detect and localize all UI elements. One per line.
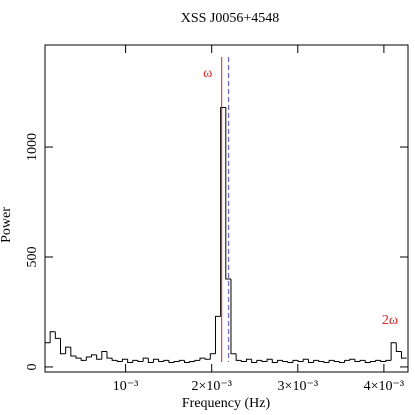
- histogram-step: [292, 359, 299, 363]
- histogram-step: [96, 354, 102, 360]
- histogram-step: [106, 351, 113, 359]
- histogram-step: [266, 358, 273, 362]
- y-axis-label: Power: [0, 207, 14, 243]
- histogram-step: [70, 347, 76, 357]
- histogram-step: [178, 359, 185, 362]
- histogram-step: [359, 359, 366, 362]
- histogram-step: [261, 360, 268, 362]
- histogram-step: [168, 360, 175, 364]
- histogram-step: [163, 359, 169, 362]
- histogram-step: [271, 359, 278, 364]
- histogram-step: [127, 359, 133, 364]
- histogram-step: [116, 360, 123, 362]
- histogram-step: [256, 359, 262, 363]
- histogram-step: [400, 351, 407, 359]
- histogram-step: [194, 359, 200, 362]
- histogram-step: [235, 353, 242, 361]
- histogram-step: [375, 359, 381, 362]
- histogram-step: [313, 359, 319, 363]
- histogram-step: [369, 360, 376, 363]
- x-tick-label: 10⁻³: [113, 379, 139, 394]
- histogram-step: [54, 331, 61, 339]
- histogram-step: [75, 355, 82, 359]
- histogram-step: [85, 356, 92, 361]
- histogram-step: [183, 360, 190, 364]
- histogram-step: [111, 358, 118, 361]
- histogram-step: [328, 359, 335, 363]
- histogram-step: [80, 358, 87, 361]
- histogram-step: [214, 315, 221, 354]
- histogram-step: [344, 359, 350, 363]
- histogram-step: [318, 360, 324, 362]
- histogram-step: [251, 359, 257, 364]
- histogram-step: [220, 106, 226, 317]
- chart-title: XSS J0056+4548: [181, 11, 280, 26]
- histogram-step: [240, 360, 247, 362]
- histogram-step: [349, 358, 355, 361]
- x-tick-label: 3×10⁻³: [278, 379, 318, 394]
- y-tick-label: 0: [25, 363, 40, 370]
- y-tick-label: 1000: [25, 133, 40, 161]
- histogram-step: [189, 360, 195, 363]
- histogram-step: [147, 358, 154, 364]
- histogram-step: [302, 358, 309, 362]
- histogram-step: [297, 360, 304, 362]
- histogram-step: [90, 354, 97, 358]
- histogram-step: [385, 359, 392, 362]
- histogram-step: [204, 358, 211, 360]
- x-tick-label: 2×10⁻³: [191, 379, 231, 394]
- histogram-step: [276, 359, 283, 363]
- histogram-step: [158, 359, 164, 362]
- histogram-step: [380, 360, 386, 362]
- histogram-step: [209, 353, 216, 360]
- histogram-step: [59, 338, 66, 355]
- plot-frame: [44, 44, 409, 373]
- histogram-step: [101, 351, 107, 360]
- histogram-step: [338, 361, 345, 364]
- histogram-step: [173, 360, 180, 363]
- histogram-step: [287, 361, 293, 364]
- marker-label: ω: [203, 66, 212, 81]
- histogram-step: [142, 357, 149, 362]
- histogram-step: [152, 358, 159, 363]
- histogram-step: [230, 278, 237, 355]
- annotation: 2ω: [382, 313, 398, 328]
- histogram-step: [390, 342, 397, 361]
- histogram-step: [333, 360, 340, 362]
- histogram-step: [364, 360, 371, 364]
- histogram-step: [282, 360, 288, 362]
- x-tick-label: 4×10⁻³: [364, 379, 404, 394]
- histogram-step: [137, 360, 144, 362]
- histogram-step: [307, 359, 314, 364]
- histogram-step: [132, 359, 138, 363]
- histogram-step: [65, 346, 71, 354]
- histogram-step: [395, 342, 402, 353]
- histogram-step: [323, 361, 330, 364]
- x-axis-label: Frequency (Hz): [182, 396, 271, 411]
- histogram-step: [121, 358, 128, 362]
- histogram-step: [354, 359, 361, 362]
- histogram-step: [225, 107, 231, 280]
- y-tick-label: 500: [25, 246, 40, 267]
- histogram-step: [245, 358, 252, 362]
- histogram-step: [199, 357, 206, 361]
- histogram-step: [49, 331, 56, 343]
